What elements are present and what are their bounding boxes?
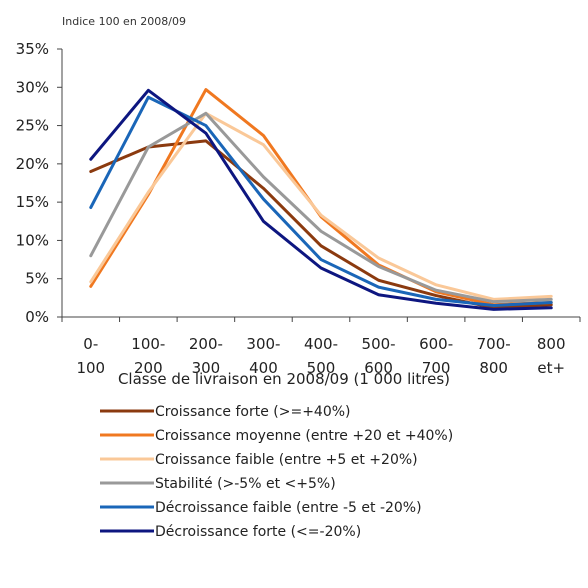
legend-label: Croissance faible (entre +5 et +20%) [155,452,418,468]
y-tick-label: 20% [16,155,49,173]
legend-label: Décroissance forte (<=-20%) [155,524,361,540]
legend-label: Stabilité (>-5% et <+5%) [155,476,336,492]
x-tick-label: 800 et+ [537,335,566,377]
x-axis-title: Classe de livraison en 2008/09 (1 000 li… [118,370,450,388]
y-tick-label: 15% [16,193,49,211]
x-tick-label: 400- 500 [304,335,338,377]
series-line-2 [89,88,553,307]
y-tick-label: 10% [16,231,49,249]
y-tick-label: 25% [16,117,49,135]
x-tick-label-line: 700- [477,335,511,353]
x-tick-label: 700- 800 [477,335,511,377]
x-tick-label-line: 500- [362,335,396,353]
x-tick-label: 600- 700 [419,335,453,377]
legend-label: Croissance forte (>=+40%) [155,404,351,420]
series-line-1 [89,139,553,310]
y-axis: 0% 5% 10% 15% 20% 25% 30% 35% [16,40,63,326]
x-tick-label-line: 400- [304,335,338,353]
series-line-5 [89,95,553,308]
series-line-3 [89,111,553,301]
x-tick-label: 300- 400 [246,335,280,377]
y-tick-label: 5% [25,270,49,288]
x-axis: 0-100100-200200-300300-400400-500500-600… [61,316,581,377]
x-tick-label-line: 100 [76,359,105,377]
x-tick-label-line: 600- [419,335,453,353]
chart-note: Indice 100 en 2008/09 [62,15,186,28]
x-tick-label: 500- 600 [362,335,396,377]
x-tick-label-line: 700 [422,359,451,377]
x-tick-label-line: 300 [192,359,221,377]
y-tick-label: 35% [16,40,49,58]
legend-label: Croissance moyenne (entre +20 et +40%) [155,428,453,444]
legend: Croissance forte (>=+40%) Croissance moye… [100,404,453,540]
x-tick-label-line: 400 [249,359,278,377]
x-tick-label-line: et+ [537,359,565,377]
series-line-6 [89,88,553,311]
x-tick-label-line: 100- [131,335,165,353]
x-tick-label-line: 300- [246,335,280,353]
series-lines [89,88,553,311]
series-line-4 [89,111,553,304]
legend-label: Décroissance faible (entre -5 et -20%) [155,500,422,516]
x-tick-label-line: 200 [134,359,163,377]
y-tick-label: 30% [16,78,49,96]
x-tick-label-line: 500 [307,359,336,377]
x-tick-label-line: 200- [189,335,223,353]
x-tick-label-line: 600 [364,359,393,377]
x-tick-label: 100- 200 [131,335,165,377]
x-tick-label-line: 0- [83,335,98,353]
y-tick-label: 0% [25,308,49,326]
x-tick-label: 200- 300 [189,335,223,377]
x-tick-label-line: 800 [537,335,566,353]
x-tick-label-line: 800 [479,359,508,377]
x-tick-label: 0-100 [76,335,105,377]
